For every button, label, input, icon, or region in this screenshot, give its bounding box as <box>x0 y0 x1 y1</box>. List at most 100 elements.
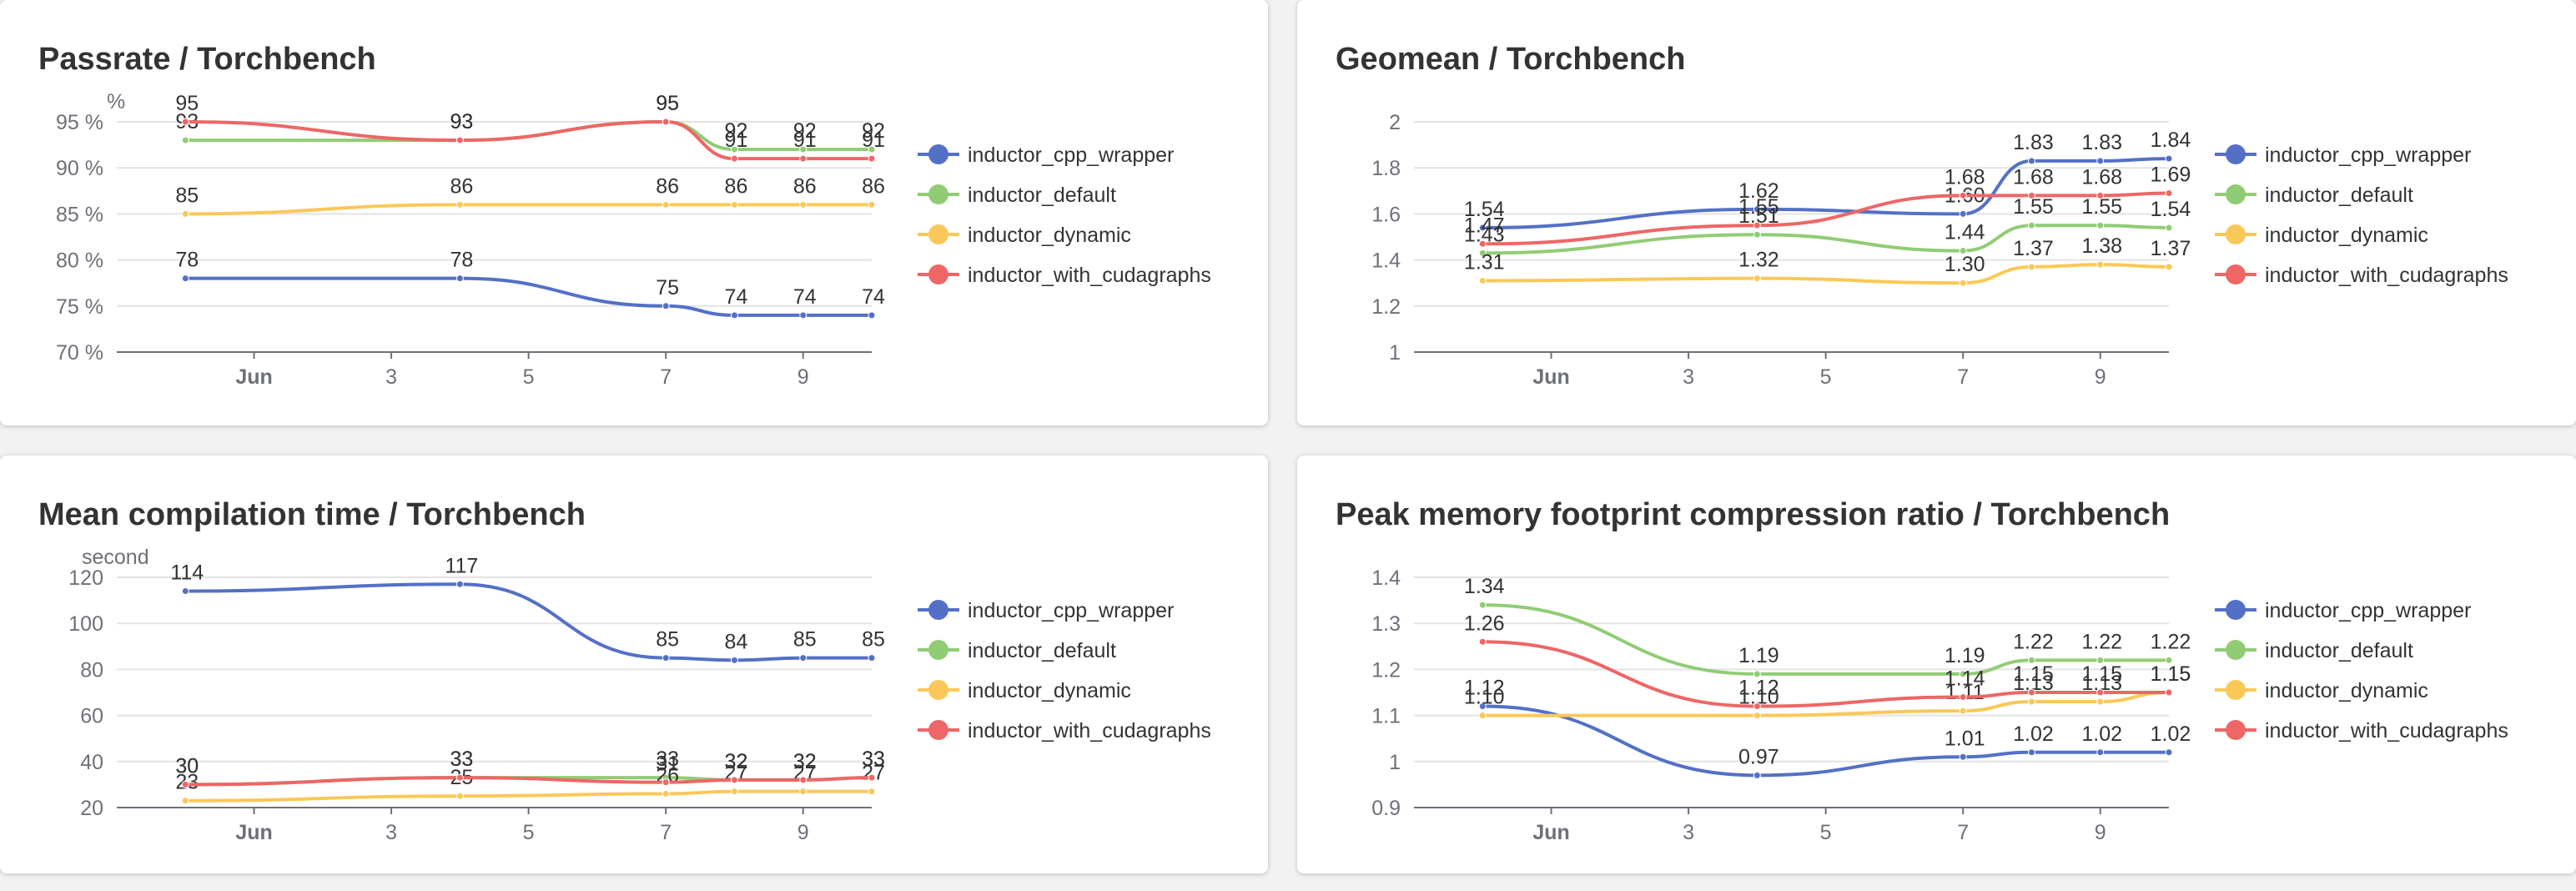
data-label: 32 <box>793 750 817 773</box>
data-label: 1.55 <box>1738 195 1779 219</box>
y-tick-label: 120 <box>68 566 103 590</box>
data-point <box>799 776 808 784</box>
data-point <box>455 136 464 144</box>
data-point <box>1753 712 1761 720</box>
data-point <box>662 200 670 209</box>
data-point <box>868 788 876 796</box>
data-label: 85 <box>862 628 885 652</box>
data-point <box>1753 702 1761 711</box>
y-tick-label: 20 <box>80 797 103 820</box>
legend-marker <box>928 224 948 244</box>
x-tick-label: 3 <box>1683 365 1694 389</box>
data-label: 0.97 <box>1738 745 1779 768</box>
data-label: 30 <box>175 754 199 778</box>
data-label: 1.44 <box>1945 221 1985 244</box>
data-point <box>1478 224 1487 232</box>
y-tick-label: 1.2 <box>1371 658 1401 682</box>
x-tick-label: Jun <box>1532 821 1569 844</box>
data-point <box>868 200 876 209</box>
data-label: 1.37 <box>2013 237 2054 260</box>
data-label: 1.15 <box>2013 662 2054 686</box>
data-point <box>730 656 738 664</box>
data-point <box>181 587 189 596</box>
series-line-inductor_with_cudagraphs <box>1482 191 2170 246</box>
data-label: 1.02 <box>2081 722 2122 746</box>
data-point <box>181 209 189 218</box>
data-point <box>1478 637 1487 646</box>
y-tick-label: 1.4 <box>1371 566 1401 590</box>
data-label: 78 <box>450 249 473 272</box>
data-point <box>1959 191 1967 199</box>
data-label: 1.01 <box>1945 727 1985 750</box>
data-label: 85 <box>656 628 679 652</box>
data-label: 1.15 <box>2151 662 2191 686</box>
data-point <box>2096 688 2105 697</box>
data-point <box>1959 279 1967 287</box>
data-label: 1.37 <box>2151 237 2191 260</box>
data-label: 33 <box>450 748 473 771</box>
data-point <box>455 773 464 782</box>
data-point <box>455 792 464 800</box>
data-label: 1.31 <box>1464 250 1505 274</box>
data-point <box>2165 224 2173 232</box>
y-tick-label: 70 % <box>56 341 103 365</box>
data-point <box>868 311 876 320</box>
y-tick-label: 1.4 <box>1371 249 1401 273</box>
x-tick-label: Jun <box>235 821 272 844</box>
data-point <box>2165 656 2173 664</box>
series-line-inductor_with_cudagraphs <box>185 776 873 787</box>
data-label: 30 <box>175 754 199 778</box>
data-point <box>455 274 464 283</box>
series-line-inductor_cpp_wrapper <box>1482 157 2170 229</box>
data-label: 31 <box>656 753 679 776</box>
data-point <box>662 654 670 662</box>
data-label: 1.83 <box>2013 131 2054 154</box>
data-label: 32 <box>725 750 748 773</box>
y-tick-label: 85 % <box>56 203 103 226</box>
data-label: 74 <box>793 285 817 309</box>
data-point <box>662 302 670 310</box>
data-label: 86 <box>862 174 885 198</box>
data-point <box>799 200 808 209</box>
data-label: 92 <box>725 119 748 143</box>
chart-card-memory-compression: Peak memory footprint compression ratio … <box>1297 456 2576 873</box>
y-axis-unit: % <box>107 90 125 113</box>
data-label: 33 <box>862 748 885 771</box>
y-tick-label: 1.1 <box>1371 705 1401 728</box>
data-label: 1.02 <box>2151 722 2191 746</box>
data-label: 1.55 <box>2013 195 2054 219</box>
y-tick-label: 1 <box>1389 751 1401 774</box>
data-point <box>1959 707 1967 715</box>
data-label: 1.54 <box>1464 198 1505 221</box>
y-tick-label: 1 <box>1389 341 1401 365</box>
data-point <box>799 654 808 662</box>
data-label: 91 <box>793 128 817 152</box>
data-label: 1.30 <box>1945 253 1985 276</box>
data-point <box>181 274 189 283</box>
y-tick-label: 90 % <box>56 157 103 180</box>
data-label: 93 <box>450 110 473 133</box>
data-point <box>2096 157 2105 165</box>
data-point <box>455 200 464 209</box>
data-label: 95 <box>656 92 679 115</box>
data-label: 86 <box>793 174 817 198</box>
legend-label: inductor_default <box>2265 639 2413 662</box>
x-tick-label: Jun <box>235 365 272 389</box>
x-tick-label: 5 <box>1820 821 1832 844</box>
legend-label: inductor_cpp_wrapper <box>2265 143 2471 167</box>
data-label: 1.19 <box>1738 644 1779 667</box>
legend-label: inductor_dynamic <box>2265 224 2428 247</box>
data-label: 84 <box>725 630 748 653</box>
data-label: 1.12 <box>1738 677 1779 700</box>
legend-marker <box>928 680 948 700</box>
legend-marker <box>928 720 948 740</box>
data-point <box>730 788 738 796</box>
data-point <box>868 654 876 662</box>
data-point <box>2027 263 2035 271</box>
legend-marker <box>928 264 948 284</box>
data-point <box>2027 221 2035 229</box>
data-point <box>2165 263 2173 271</box>
y-tick-label: 40 <box>80 751 103 774</box>
chart-memory-compression: 0.9 1 1.1 1.2 1.3 1.4 Jun 3 5 7 9 1.12 0.97 1.01 1.02 1… <box>1371 566 2508 844</box>
